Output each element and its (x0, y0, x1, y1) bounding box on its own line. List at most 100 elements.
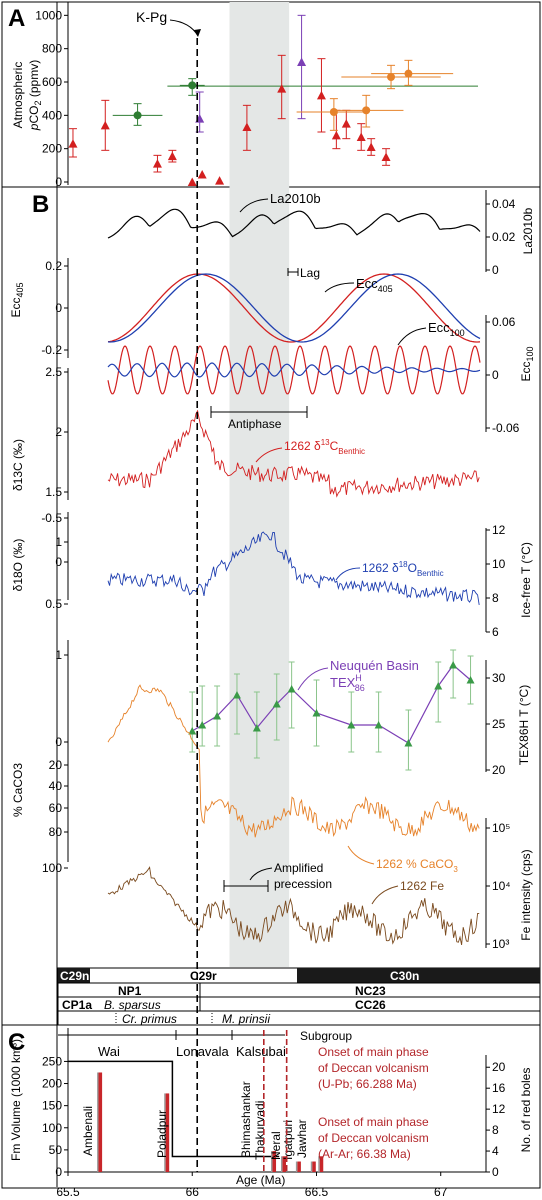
d13c-ticks: 2.5 2 1.5 (45, 365, 68, 499)
ecc405-tick-label-1: 0 (55, 301, 62, 315)
tex86-tick-label-0: 30 (492, 671, 506, 685)
panel-a-s3-p1-marker (188, 81, 197, 90)
amplified-label-line2: precession (274, 877, 332, 891)
panel-a-ytick-label-0: 0 (55, 175, 62, 189)
amplified-label-line1: Amplified (274, 861, 323, 875)
tex86-label-line1: Neuquén Basin (330, 658, 419, 673)
amplified-bracket (223, 880, 269, 892)
panel-a-s3-p0-marker (133, 111, 142, 120)
panel-a-s2-p2-marker (387, 73, 396, 81)
marker-row (57, 1010, 541, 1026)
panel-a-s0-p4-marker (187, 177, 197, 186)
icefree-t-tick-label-3: 6 (492, 625, 499, 639)
tex86-label-line2: TEXH 86 (330, 673, 365, 693)
tex86-tick-label-1: 25 (492, 717, 506, 731)
subgroup-wai: Wai (98, 1044, 120, 1059)
ecc405-red-curve (107, 273, 481, 343)
panel-a-ytick-label-3: 600 (42, 75, 62, 89)
icefree-t-tick-label-2: 8 (492, 591, 499, 605)
panel-a-s2-p0-marker (329, 108, 338, 116)
panel-c-right-ylabel: No. of red boles (519, 1068, 533, 1153)
onset-arar-line1: Onset of main phase (318, 1115, 429, 1129)
d13c-benthic-curve (107, 409, 480, 498)
caco3-curve (107, 684, 480, 838)
tex86-p0-marker (188, 727, 197, 735)
panel-c-xtick-label-3: 67 (434, 1185, 448, 1199)
panel-a-s0-p0-marker (68, 139, 78, 148)
red-bole-shadow-5 (310, 1161, 313, 1172)
subgroup-lonavala: Lonavala (176, 1044, 230, 1059)
panel-a-y-ticks: 0 200 400 600 800 1000 (35, 8, 68, 189)
formation-neral: Neral (269, 1131, 283, 1160)
d18o-ticks: -0.5 1 0 0.5 (41, 511, 68, 611)
panel-a-s2-p3-marker (404, 69, 413, 78)
panel-a-s0-p2-marker (152, 159, 162, 168)
formation-volume-step (68, 1060, 280, 1158)
caco3-tick-label-4: 60 (49, 801, 63, 815)
panel-c-y-ticks: 0 50 100 150 200 250 (42, 1054, 68, 1179)
tex86-p12-marker (449, 661, 458, 669)
la2010b-ticks: 0.04 0.02 0 (486, 197, 516, 277)
ecc405-ticks: 0.2 0 -0.2 (41, 259, 68, 357)
panel-c-rtick-label-1: 4 (492, 1144, 499, 1158)
panel-a-s1-p1-marker (297, 57, 307, 66)
kpg-arrow (169, 19, 199, 37)
tex86-ticks: 30 25 20 (486, 671, 506, 777)
panel-c-ytick-label-4: 200 (42, 1077, 62, 1091)
antiphase-bracket (210, 406, 308, 418)
icefree-t-tick-label-1: 10 (492, 557, 506, 571)
ecc405-blue-curve (107, 273, 481, 343)
la2010b-axis-label: La2010b (521, 207, 535, 254)
tex86-line (191, 664, 471, 744)
ecc100-label: Ecc100 (428, 320, 465, 338)
panel-a-ytick-label-2: 400 (42, 108, 62, 122)
d13c-tick-label-2: 1.5 (45, 485, 62, 499)
zone-cc26: CC26 (355, 998, 386, 1012)
d13c-axis-label: δ13C (‰) (11, 439, 25, 491)
panel-a-s0-p13-marker (366, 142, 376, 151)
kpg-label: K-Pg (136, 9, 167, 25)
subgroup-kalsubai: Kalsubai (236, 1044, 286, 1059)
ecc405-label-arrow (324, 282, 355, 293)
red-bole-shadow-2 (271, 1151, 273, 1172)
d18o-tick-label-1: 1 (55, 535, 62, 549)
panel-a-ytick-label-4: 800 (42, 42, 62, 56)
tex86-p6-marker (287, 685, 296, 693)
panel-c-rtick-label-5: 20 (492, 1060, 506, 1074)
zone-b-sparsus: B. sparsus (104, 998, 161, 1012)
red-bole-bar-6 (319, 1156, 324, 1172)
d13c-tick-label-1: 2 (55, 425, 62, 439)
onset-upb-line1: Onset of main phase (318, 1045, 429, 1059)
icefree-t-ticks: 12 10 8 6 (486, 523, 506, 639)
caco3-tick-label-3: 40 (49, 779, 63, 793)
caco3-label-arrow (347, 845, 375, 865)
panel-a-s0-p1-marker (100, 120, 110, 130)
la2010b-tick-label-0: 0.04 (492, 197, 516, 211)
fe-axis-label: Fe intensity (cps) (519, 849, 533, 940)
la2010b-curve (107, 208, 481, 239)
icefree-t-axis-label: Ice-free T (°C) (519, 542, 533, 618)
tex86-points (188, 649, 475, 771)
d13c-label-arrow (255, 447, 283, 463)
tex86-p8-marker (347, 721, 356, 729)
d18o-tick-label-0: -0.5 (41, 511, 62, 525)
tex86-tick-label-2: 20 (492, 763, 506, 777)
panel-a-s0-p9-marker (316, 90, 326, 100)
chron-c29r: C29r (190, 969, 217, 983)
ecc405-axis-label: Ecc405 (9, 282, 25, 317)
icefree-t-tick-label-0: 12 (492, 523, 506, 537)
formation-bhimashankar: Bhimashankar (239, 1081, 253, 1158)
la2010b-label-arrow (239, 198, 269, 213)
ecc100-blue-curve (107, 362, 481, 378)
onset-arar-line2: of Deccan volcanism (318, 1131, 429, 1145)
panel-c-ytick-label-1: 50 (49, 1143, 63, 1157)
panel-c-x-ticks: 65.5 66 66.5 67 (56, 1172, 448, 1199)
onset-upb-annotation: Onset of main phase of Deccan volcanism … (318, 1045, 429, 1091)
panel-b-records: La2010b 0.04 0.02 0 La2010b 0.2 0 -0.2 Ecc40… (9, 190, 535, 951)
panel-a-pco2: 0 200 400 600 800 1000 Atmospheric pCO2 (ppmv… (11, 2, 478, 189)
formation-thakurvadi: Thakurvadi (253, 1101, 267, 1160)
chron-c29n: C29n (60, 969, 89, 983)
red-bole-bar-3 (282, 1156, 286, 1172)
panel-a-s0-p6-marker (215, 176, 225, 185)
